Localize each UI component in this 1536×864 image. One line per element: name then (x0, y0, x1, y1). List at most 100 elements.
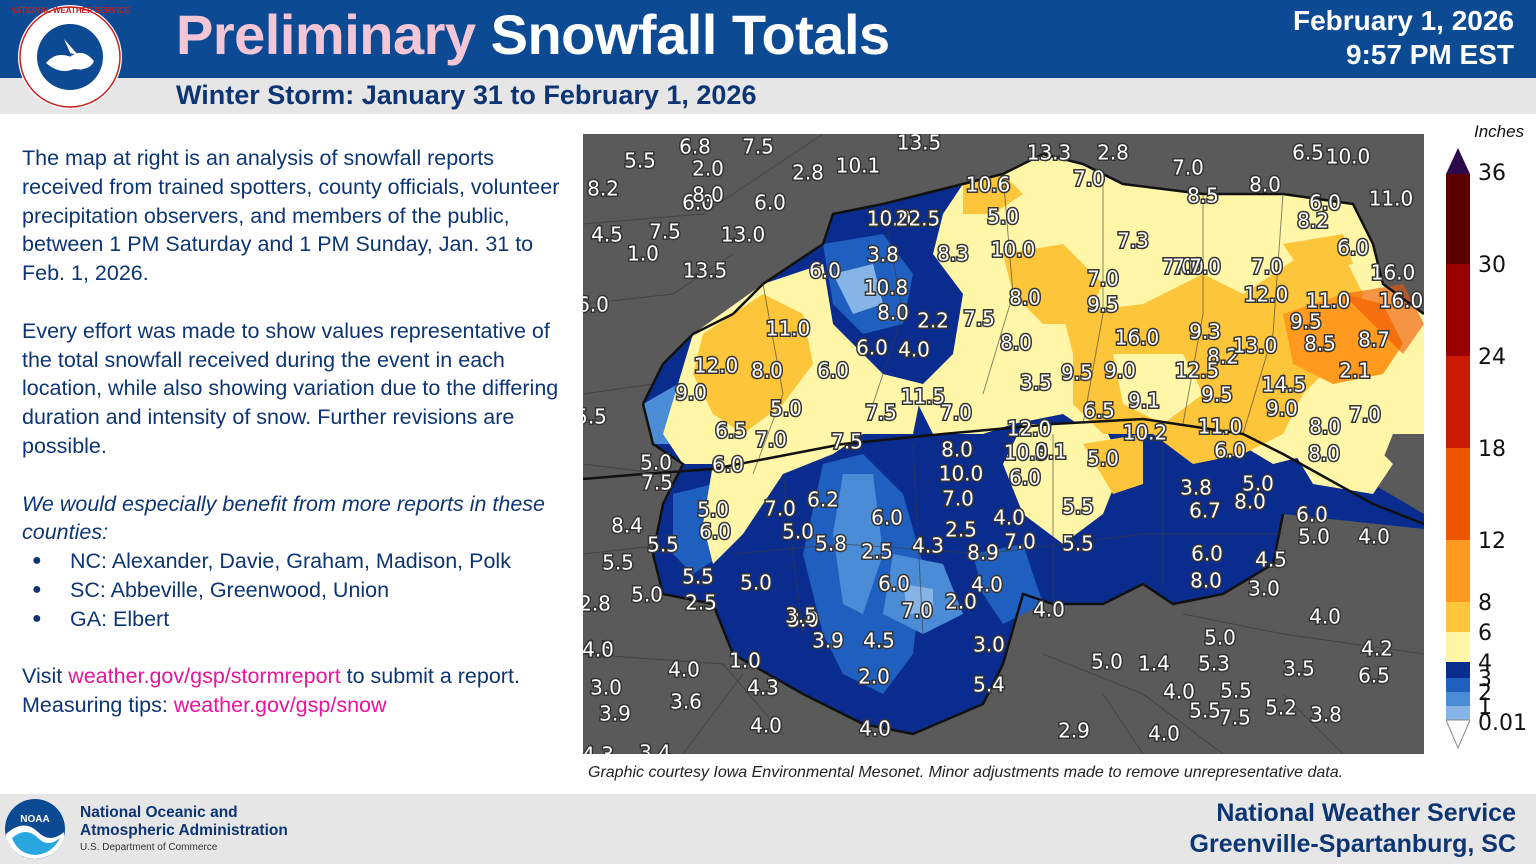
legend-title: Inches (1474, 122, 1525, 141)
snowfall-value-label: 5.0 (740, 571, 772, 595)
snowfall-value-label: 4.5 (863, 629, 895, 653)
legend-swatch (1446, 356, 1470, 448)
snowfall-value-label: 2.0 (692, 157, 724, 181)
snowfall-value-label: 6.0 (856, 336, 888, 360)
legend-tick-label: 8 (1478, 591, 1492, 616)
legend-tick-label: 12 (1478, 529, 1506, 554)
snowfall-value-label: 12.5 (1175, 359, 1220, 383)
snowfall-value-label: 13.5 (897, 134, 942, 155)
snowfall-value-label: 5.0 (640, 451, 672, 475)
snow-tips-link[interactable]: weather.gov/gsp/snow (173, 693, 387, 718)
issued-datetime: February 1, 2026 9:57 PM EST (1293, 4, 1514, 72)
snowfall-value-label: 16.0 (1115, 326, 1160, 350)
snowfall-value-label: 10.0 (939, 462, 984, 486)
snowfall-map: 6.8 7.5 13.5 6.0 13.3 2.8 7.0 6.5 10.0 5.5 2.0 2.8 1… (583, 134, 1424, 754)
snowfall-value-label: 5.0 (1091, 650, 1123, 674)
snowfall-value-label: 4.0 (1309, 605, 1341, 629)
map-svg: 6.8 7.5 13.56.013.3 2.87.06.5 10.05.5 2.0 2.8 1… (583, 134, 1424, 754)
snowfall-value-label: 3.5 (1283, 657, 1315, 681)
snowfall-value-label: 13.0 (721, 223, 766, 247)
snowfall-value-label: 6.0 (699, 520, 731, 544)
snowfall-value-label: 5.8 (815, 532, 847, 556)
snowfall-value-label: 9.5 (1201, 383, 1233, 407)
snowfall-value-label: 8.0 (751, 359, 783, 383)
snowfall-value-label: 7.5 (865, 401, 897, 425)
snowfall-value-label: 2.0 (858, 665, 890, 689)
snowfall-value-label: 6.0 (682, 191, 714, 215)
snowfall-value-label: 8.2 (1297, 209, 1329, 233)
snowfall-value-label: 6.5 (1083, 399, 1115, 423)
snowfall-value-label: 11.0 (1369, 187, 1414, 211)
snowfall-value-label: 1.4 (1138, 652, 1170, 676)
snowfall-value-label: 4.3 (583, 743, 614, 755)
snowfall-value-label: 5.0 (1242, 472, 1274, 496)
snowfall-value-label: 16.0 (1371, 261, 1416, 285)
snowfall-value-label: 4.2 (1361, 637, 1393, 661)
snowfall-value-label: 5.4 (973, 673, 1005, 697)
snowfall-value-label: 4.0 (1358, 525, 1390, 549)
snowfall-value-label: 6.0 (1309, 191, 1341, 215)
snowfall-value-label: 4.0 (1163, 680, 1195, 704)
header-bar (0, 0, 1536, 78)
snowfall-value-label: 11.0 (1198, 415, 1243, 439)
snowfall-value-label: 7.0 (1349, 403, 1381, 427)
snowfall-value-label: 4.5 (1255, 548, 1287, 572)
snowfall-value-label: 2.5 (861, 540, 893, 564)
snowfall-value-label: 3.9 (812, 629, 844, 653)
logo-lettering: NATIONAL WEATHER SERVICE (12, 6, 131, 15)
snowfall-value-label: 11.0 (1306, 289, 1351, 313)
nws-office-name: National Weather Service Greenville-Spar… (1190, 798, 1516, 860)
legend-color-bar (1446, 148, 1470, 750)
storm-report-link[interactable]: weather.gov/gsp/stormreport (68, 664, 341, 689)
snowfall-value-label: 5.0 (1204, 626, 1236, 650)
snowfall-value-label: 7.0 (940, 401, 972, 425)
snowfall-value-label: 7.0 (1162, 255, 1194, 279)
footer-bar (0, 794, 1536, 864)
noaa-name-line-2: Atmospheric Administration (80, 822, 288, 839)
snowfall-value-label: 13.5 (683, 259, 728, 283)
nws-logo-icon: NATIONAL WEATHER SERVICE (12, 5, 131, 109)
snowfall-value-label: 9.0 (675, 381, 707, 405)
title-part-1: Preliminary (176, 3, 476, 66)
snowfall-value-label: 4.0 (993, 506, 1025, 530)
snowfall-value-label: 7.0 (1172, 156, 1204, 180)
snowfall-value-label: 2.0 (945, 590, 977, 614)
snowfall-value-label: 12.0 (1007, 417, 1052, 441)
snowfall-value-label: 8.0 (1308, 442, 1340, 466)
visit-paragraph: Visit weather.gov/gsp/stormreport to sub… (22, 662, 562, 720)
snowfall-value-label: 2.5 (685, 591, 717, 615)
snowfall-value-label: 5.5 (602, 551, 634, 575)
snowfall-value-label: 10.8 (864, 276, 909, 300)
snowfall-value-label: 14.5 (1262, 373, 1307, 397)
county-list-item: SC: Abbeville, Greenwood, Union (22, 576, 562, 605)
snowfall-value-label: 3.5 (1020, 371, 1052, 395)
snowfall-value-label: 2.8 (583, 592, 611, 616)
snowfall-value-label: 8.5 (1187, 184, 1219, 208)
visit-suffix: to submit a report. Measuring tips: (22, 664, 520, 718)
snowfall-value-label: 9.0 (1104, 359, 1136, 383)
legend-tick-label: 4 (1478, 651, 1492, 676)
snowfall-value-label: 3.9 (599, 702, 631, 726)
snowfall-value-label: 6.5 (715, 419, 747, 443)
legend-tick-label: 3 (1478, 667, 1492, 692)
snowfall-value-label: 5.5 (624, 149, 656, 173)
legend-tick-label: 18 (1478, 437, 1506, 462)
snowfall-value-label: 6.0 (583, 293, 609, 317)
snowfall-value-label: 8.9 (967, 541, 999, 565)
snowfall-value-label: 8.0 (1249, 173, 1281, 197)
snowfall-value-label: 8.0 (1234, 490, 1266, 514)
snowfall-value-label: 9.5 (1061, 361, 1093, 385)
snowfall-value-label: 3.6 (670, 690, 702, 714)
snowfall-value-label: 4.5 (583, 638, 614, 662)
legend-tick-label: 6 (1478, 621, 1492, 646)
map-credit: Graphic courtesy Iowa Environmental Meso… (588, 764, 1344, 781)
noaa-logo-lettering: NOAA (20, 814, 49, 825)
snowfall-value-label: 2.5 (945, 518, 977, 542)
noaa-name-line-1: National Oceanic and (80, 804, 238, 821)
snowfall-value-label: 7.0 (1189, 255, 1221, 279)
nws-office-line-1: National Weather Service (1216, 799, 1516, 827)
snowfall-value-label: 7.0 (901, 599, 933, 623)
snowfall-value-label: 5.5 (1062, 495, 1094, 519)
snowfall-value-label: 11.5 (901, 385, 946, 409)
snowfall-value-label: 7.0 (1251, 255, 1283, 279)
